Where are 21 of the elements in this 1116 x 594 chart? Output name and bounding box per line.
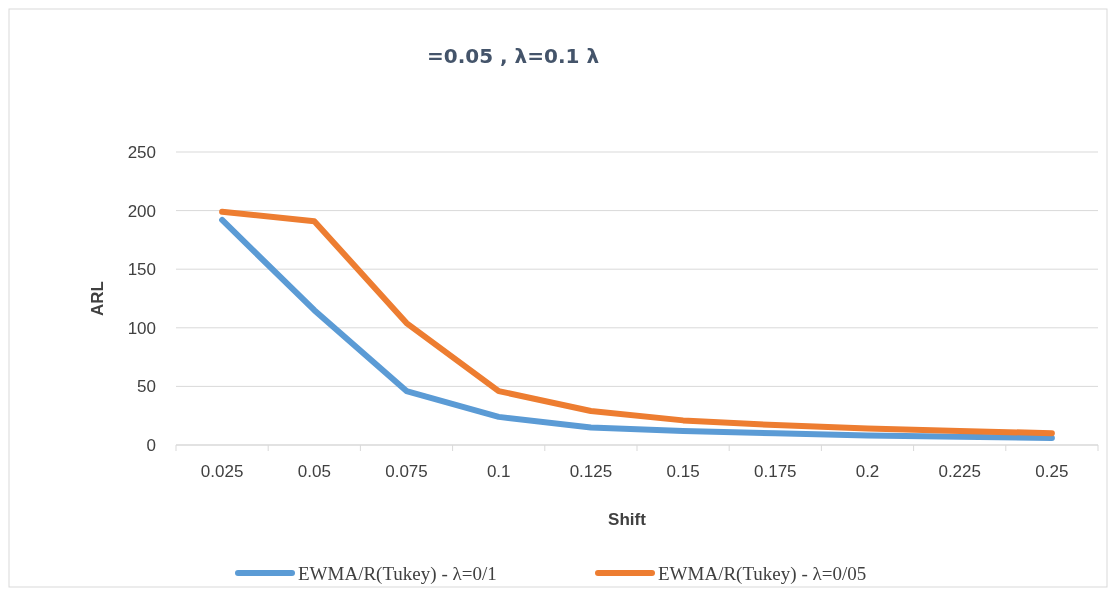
y-tick-label: 200 [127, 201, 156, 221]
y-tick-label: 50 [137, 377, 156, 397]
y-axis-title: ARL [88, 281, 107, 316]
x-tick-label: 0.2 [855, 462, 880, 481]
x-axis-title: Shift [608, 510, 647, 529]
y-tick-label: 100 [127, 318, 156, 338]
x-tick-label: 0.025 [200, 462, 244, 481]
legend-label: EWMA/R(Tukey) - λ=0/1 [298, 562, 497, 585]
x-tick-label: 0.075 [385, 462, 428, 481]
legend-label: EWMA/R(Tukey) - λ=0/05 [658, 562, 867, 585]
chart-title: =0.05 , λ=0.1 λ [426, 44, 600, 68]
y-tick-label: 150 [127, 260, 156, 280]
x-tick-label: 0.05 [297, 462, 331, 481]
x-tick-label: 0.175 [754, 462, 797, 481]
x-tick-label: 0.225 [938, 462, 981, 481]
x-tick-label: 0.15 [666, 462, 700, 481]
y-tick-label: 0 [146, 435, 156, 455]
x-tick-label: 0.125 [569, 462, 613, 481]
x-tick-label: 0.25 [1035, 462, 1069, 481]
x-tick-label: 0.1 [486, 462, 511, 481]
y-tick-label: 250 [127, 142, 156, 162]
